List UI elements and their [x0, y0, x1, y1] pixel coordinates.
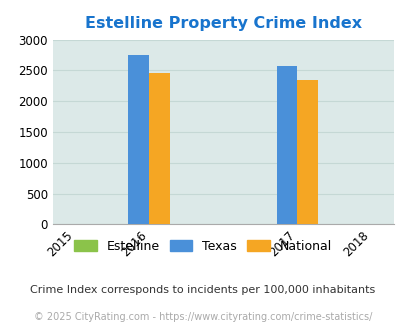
Text: © 2025 CityRating.com - https://www.cityrating.com/crime-statistics/: © 2025 CityRating.com - https://www.city…	[34, 312, 371, 322]
Legend: Estelline, Texas, National: Estelline, Texas, National	[69, 235, 336, 258]
Bar	[297, 80, 318, 224]
Bar	[276, 66, 297, 224]
Bar	[128, 55, 149, 224]
Bar	[149, 73, 170, 224]
Title: Estelline Property Crime Index: Estelline Property Crime Index	[85, 16, 361, 31]
Text: Crime Index corresponds to incidents per 100,000 inhabitants: Crime Index corresponds to incidents per…	[30, 285, 375, 295]
